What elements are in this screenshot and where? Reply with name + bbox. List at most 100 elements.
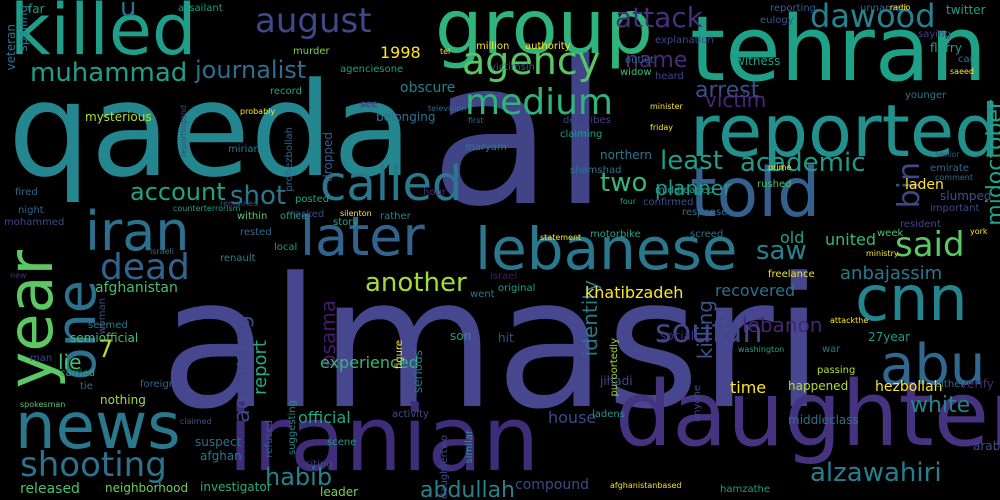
cloud-word: iranian — [228, 387, 540, 492]
cloud-word: prime — [768, 163, 792, 172]
cloud-word: experienced — [320, 353, 419, 372]
cloud-word: seemed — [88, 320, 128, 331]
cloud-word: daughtertwo — [439, 435, 450, 499]
cloud-word: spelling — [16, 5, 30, 52]
cloud-word: screed — [690, 229, 724, 240]
cloud-word: response — [682, 207, 728, 218]
cloud-word: hezbollah — [875, 379, 943, 395]
cloud-word: another — [365, 268, 467, 298]
cloud-word: anyone — [692, 385, 703, 422]
cloud-word: prohezbollah — [284, 127, 295, 192]
cloud-word: ministry — [866, 249, 899, 258]
cloud-word: suggesting — [287, 400, 298, 455]
cloud-word: resident — [900, 219, 941, 230]
cloud-word: victim — [705, 88, 767, 112]
cloud-word: israel — [490, 271, 518, 282]
cloud-word: account — [130, 178, 226, 206]
cloud-word: tel — [440, 47, 451, 56]
cloud-word: obscure — [400, 80, 456, 96]
cloud-word: leader — [320, 485, 359, 499]
cloud-word: rushed — [757, 179, 792, 190]
cloud-word: al — [430, 18, 609, 251]
cloud-word: happened — [788, 379, 849, 393]
cloud-word: heard — [655, 71, 684, 82]
cloud-word: belonging — [376, 110, 436, 124]
cloud-word: compound — [515, 477, 589, 493]
cloud-word: almasri — [160, 240, 824, 449]
cloud-word: victimsin — [490, 62, 535, 73]
cloud-word: claiming — [560, 129, 603, 140]
cloud-word: said — [895, 225, 965, 265]
cloud-word: night — [18, 205, 44, 216]
cloud-word: later — [300, 205, 425, 268]
cloud-word: released — [20, 481, 80, 497]
cloud-word: told — [690, 154, 821, 233]
cloud-word: slumped — [940, 189, 992, 203]
cloud-word: rather — [380, 211, 411, 222]
cloud-word: neighborhood — [105, 481, 189, 495]
cloud-word: abu — [880, 333, 986, 398]
cloud-word: first — [468, 116, 484, 125]
cloud-word: veteran — [4, 24, 18, 71]
cloud-word: assailant — [178, 3, 223, 14]
cloud-word: old — [780, 228, 805, 247]
cloud-word: dead — [100, 247, 190, 288]
cloud-word: refused — [264, 420, 275, 458]
cloud-word: middleaged — [655, 185, 715, 196]
cloud-word: attackthe — [830, 316, 869, 325]
cloud-word: describes — [563, 115, 611, 126]
cloud-word: recovered — [715, 281, 796, 300]
cloud-word: passing — [817, 365, 856, 376]
cloud-word: motorbike — [590, 229, 641, 240]
cloud-word: emirate — [930, 163, 969, 174]
cloud-word: saw — [756, 236, 807, 266]
cloud-word: local — [274, 242, 298, 253]
cloud-word: dawood — [810, 0, 936, 35]
cloud-word: agency — [462, 39, 601, 83]
cloud-word: medium — [465, 82, 613, 123]
cloud-word: scene — [327, 437, 357, 448]
cloud-word: dropped — [321, 132, 335, 182]
cloud-word: rested — [240, 227, 272, 238]
cloud-word: york — [970, 227, 988, 236]
cloud-word: war — [822, 344, 841, 355]
cloud-word: posted — [295, 194, 330, 205]
cloud-word: serious — [411, 350, 425, 394]
cloud-word: nothing — [100, 393, 146, 407]
cloud-word: united — [825, 230, 876, 249]
cloud-word: silenton — [340, 209, 372, 218]
cloud-word: activity — [392, 409, 429, 420]
cloud-word: reported — [690, 89, 1000, 173]
cloud-word: similar — [464, 430, 475, 464]
cloud-word: saying — [918, 29, 951, 40]
cloud-word: social — [660, 329, 695, 343]
cloud-word: witness — [735, 54, 781, 68]
cloud-word: figure — [394, 340, 405, 370]
cloud-word: name — [625, 48, 688, 73]
cloud-word: reporting — [770, 3, 817, 14]
cloud-word: soufan — [655, 312, 763, 350]
cloud-word: new — [10, 271, 27, 280]
cloud-word: either — [935, 379, 965, 390]
cloud-word: son — [450, 329, 472, 343]
cloud-word: miriam — [228, 144, 264, 155]
cloud-word: arab — [973, 439, 1000, 453]
cloud-word: saeed — [950, 67, 974, 76]
cloud-word: suspect — [195, 435, 242, 449]
cloud-word: asked — [295, 209, 325, 220]
cloud-word: house — [548, 408, 597, 427]
cloud-word: comment — [935, 173, 974, 182]
cloud-word: claimed — [180, 417, 212, 426]
cloud-word: qaeda — [8, 54, 413, 206]
cloud-word: tehran — [690, 0, 987, 102]
cloud-word: maryam — [465, 142, 507, 153]
cloud-word: group — [435, 0, 653, 71]
cloud-word: killing — [693, 300, 717, 360]
cloud-word: called — [320, 156, 463, 212]
cloud-word: mohammed — [4, 217, 65, 228]
cloud-word: confirmed — [643, 197, 694, 208]
cloud-word: widow — [620, 67, 652, 78]
cloud-word: middleclass — [788, 413, 859, 427]
cloud-word: radio — [890, 3, 911, 12]
cloud-word: explanation — [655, 35, 714, 46]
